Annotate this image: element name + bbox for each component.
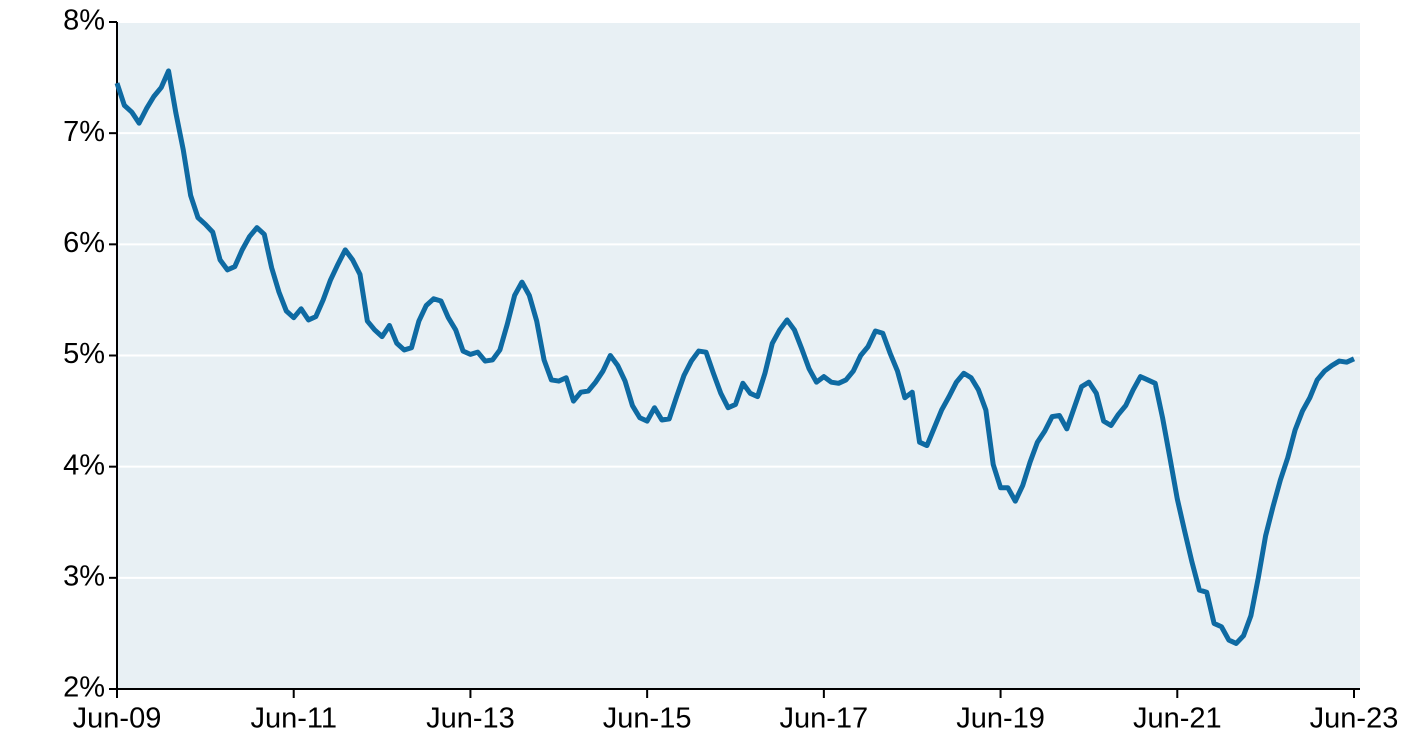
x-tick-label: Jun-19 — [956, 703, 1045, 735]
line — [114, 68, 1356, 646]
y-tick-label: 6% — [63, 227, 105, 259]
x-tick-label: Jun-21 — [1133, 703, 1222, 735]
x-tick-label: Jun-15 — [603, 703, 692, 735]
x-tick-label: Jun-17 — [780, 703, 869, 735]
y-tick-label: 3% — [63, 560, 105, 592]
y-tick-label: 2% — [63, 672, 105, 704]
x-tick-label: Jun-13 — [426, 703, 515, 735]
y-tick-label: 5% — [63, 338, 105, 370]
y-tick-label: 4% — [63, 449, 105, 481]
x-tick-label: Jun-23 — [1310, 703, 1399, 735]
y-tick-label: 7% — [63, 116, 105, 148]
x-tick-label: Jun-11 — [250, 703, 337, 735]
y-tick-label: 8% — [63, 5, 105, 37]
x-tick-label: Jun-09 — [73, 703, 162, 735]
